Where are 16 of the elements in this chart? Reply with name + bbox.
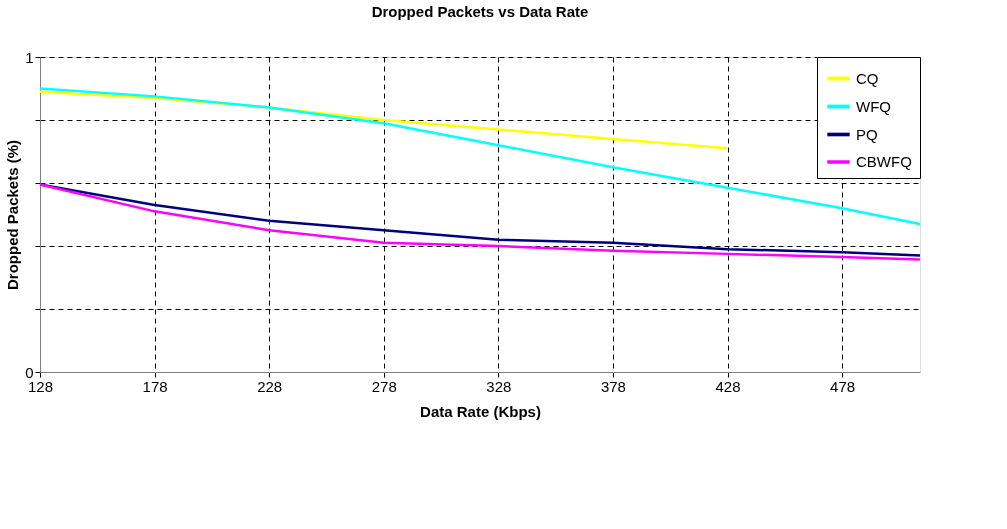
x-tick-label: 428	[715, 377, 741, 395]
x-tick-label: 378	[600, 377, 626, 395]
x-tick-label: 228	[257, 377, 283, 395]
line-series	[38, 87, 922, 226]
legend-label: CBWFQ	[856, 153, 912, 170]
x-tick-label: 178	[142, 377, 168, 395]
chart-title: Dropped Packets vs Data Rate	[371, 3, 589, 20]
y-tick-label: 1	[25, 48, 34, 66]
legend-label: CQ	[856, 69, 879, 87]
legend-label: PQ	[856, 125, 878, 143]
y-axis-title: Dropped Packets (%)	[4, 139, 22, 291]
x-tick-label: 278	[371, 377, 397, 395]
x-tick-label: 478	[830, 377, 856, 395]
x-axis-title: Data Rate (Kbps)	[420, 402, 541, 420]
x-tick-label: 328	[486, 377, 512, 395]
legend-label: WFQ	[856, 97, 891, 115]
